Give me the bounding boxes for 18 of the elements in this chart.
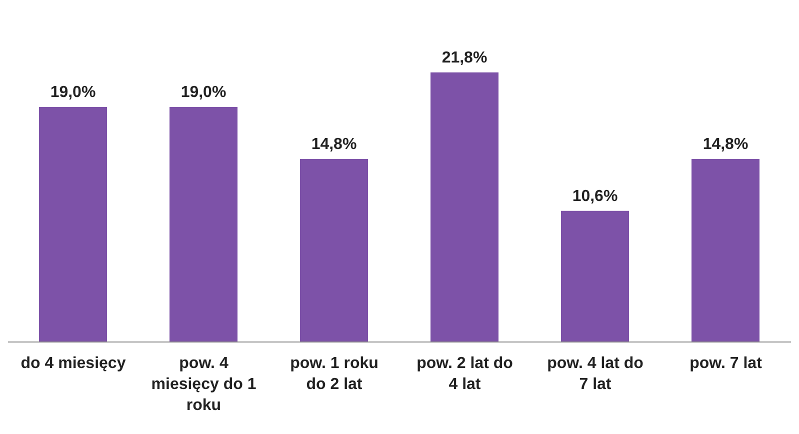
- bar: [170, 106, 238, 342]
- data-label: 14,8%: [702, 136, 748, 153]
- bar: [39, 106, 107, 342]
- data-label: 19,0%: [180, 84, 226, 101]
- x-tick-label: do 4 miesięcy: [20, 355, 126, 372]
- data-label: 19,0%: [50, 84, 96, 101]
- data-label: 21,8%: [442, 49, 488, 66]
- x-tick-label: pow. 4 lat do 7 lat: [547, 355, 644, 393]
- bar: [692, 158, 760, 342]
- bar: [430, 72, 498, 342]
- x-tick-label: pow. 1 roku do 2 lat: [290, 355, 378, 393]
- x-tick-label: pow. 2 lat do 4 lat: [416, 355, 514, 393]
- x-tick-label: pow. 4 miesięcy do 1 roku: [151, 355, 256, 414]
- x-tick-label: pow. 7 lat: [690, 355, 763, 372]
- bar: [561, 210, 629, 342]
- data-label: 10,6%: [572, 188, 618, 205]
- bar: [300, 158, 368, 342]
- data-label: 14,8%: [311, 136, 357, 153]
